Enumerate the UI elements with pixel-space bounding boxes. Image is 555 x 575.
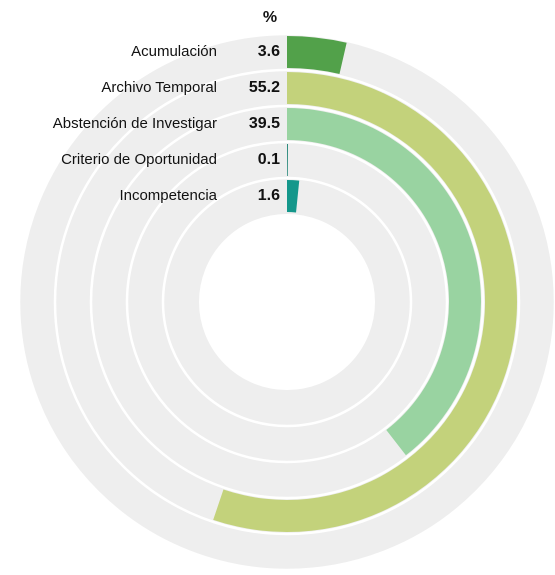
ring-gap — [17, 32, 555, 572]
value-label: 3.6 — [258, 43, 280, 60]
track — [163, 178, 411, 426]
chart-title: % — [263, 9, 277, 26]
category-label: Archivo Temporal — [101, 79, 217, 96]
value-label: 0.1 — [258, 151, 280, 168]
category-label: Incompetencia — [119, 187, 217, 204]
bar — [287, 180, 300, 213]
bar — [287, 144, 288, 177]
category-label: Acumulación — [131, 43, 217, 60]
value-label: 55.2 — [249, 79, 280, 96]
bar — [287, 36, 347, 74]
ring-gap — [89, 104, 485, 500]
category-label: Criterio de Oportunidad — [61, 151, 217, 168]
ring-gap — [53, 68, 521, 536]
value-label: 39.5 — [249, 115, 280, 132]
bar — [287, 108, 481, 456]
value-label: 1.6 — [258, 187, 280, 204]
ring-gap — [161, 176, 413, 428]
ring-gap — [125, 140, 449, 464]
category-label: Abstención de Investigar — [53, 115, 217, 132]
